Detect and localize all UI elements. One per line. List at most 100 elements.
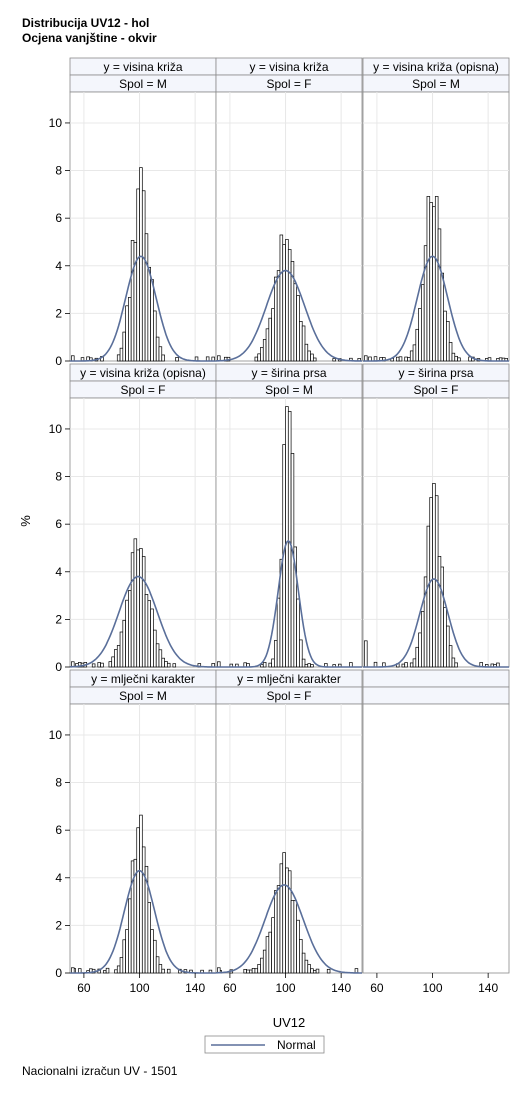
- x-tick-label: 60: [370, 981, 384, 995]
- histogram-bar: [454, 662, 458, 668]
- histogram-bar: [130, 240, 135, 362]
- histogram-bar: [144, 233, 149, 362]
- histogram-bar: [133, 538, 138, 668]
- histogram-bar: [144, 594, 149, 668]
- histogram-bar: [114, 649, 118, 668]
- panel-row-label: y = mlječni karakter: [237, 672, 341, 686]
- histogram-bar: [119, 631, 124, 668]
- histogram-bar: [421, 284, 425, 362]
- y-tick-label: 4: [55, 871, 62, 885]
- footnote: Nacionalni izračun UV - 1501: [22, 1064, 178, 1078]
- histogram-bar: [155, 956, 160, 974]
- panel-row-label: y = širina prsa: [251, 366, 326, 380]
- histogram-bar: [301, 325, 306, 362]
- histogram-bar: [301, 658, 306, 668]
- histogram-bar: [296, 295, 300, 362]
- histogram-bar: [279, 234, 284, 362]
- histogram-bar: [166, 662, 171, 668]
- histogram-bar: [122, 331, 126, 362]
- histogram-bar: [299, 939, 303, 974]
- histogram-bar: [116, 354, 121, 362]
- y-tick-label: 4: [55, 259, 62, 273]
- histogram-bar: [448, 645, 453, 668]
- histogram-bar: [285, 867, 289, 974]
- x-tick-label: 100: [276, 981, 296, 995]
- panel-frame: [362, 703, 510, 974]
- histogram-bar: [296, 598, 300, 668]
- panel-row-label: y = mlječni karakter: [91, 672, 195, 686]
- histogram-bar: [407, 357, 411, 362]
- histogram-bar: [287, 870, 292, 974]
- x-tick-label: 140: [478, 981, 498, 995]
- histogram-bar: [108, 661, 113, 668]
- panel-col-label: Spol = F: [266, 689, 311, 703]
- histogram-bar: [299, 321, 303, 362]
- panel-col-label: Spol = F: [120, 383, 165, 397]
- histogram-bar: [262, 949, 267, 974]
- histogram-bar: [451, 657, 456, 668]
- histogram-bar: [97, 662, 101, 668]
- y-tick-label: 0: [55, 354, 62, 368]
- histogram-bar: [161, 657, 165, 668]
- histogram-bar: [415, 646, 419, 668]
- histogram-bar: [301, 952, 306, 974]
- histogram-bar: [100, 662, 104, 668]
- histogram-bar: [136, 549, 140, 668]
- histogram-bar: [432, 206, 436, 362]
- y-tick-label: 2: [55, 306, 62, 320]
- histogram-bar: [141, 190, 146, 362]
- histogram-bar: [150, 279, 154, 362]
- histogram-bar: [409, 350, 414, 362]
- x-axis-label: UV12: [273, 1015, 306, 1030]
- y-tick-label: 4: [55, 565, 62, 579]
- legend-label: Normal: [277, 1038, 316, 1052]
- y-tick-label: 10: [49, 422, 63, 436]
- histogram-bar: [150, 608, 154, 668]
- histogram-bar: [249, 969, 253, 974]
- y-tick-label: 8: [55, 776, 62, 790]
- panel-col-label: Spol = M: [119, 689, 167, 703]
- histogram-bar: [285, 239, 289, 362]
- histogram-bar: [111, 656, 115, 668]
- histogram-bar: [147, 600, 151, 668]
- y-tick-label: 0: [55, 966, 62, 980]
- histogram-bar: [274, 640, 278, 668]
- histogram-bar: [307, 663, 311, 668]
- histogram-bar: [282, 244, 286, 362]
- histogram-bar: [254, 356, 259, 362]
- histogram-bar: [268, 662, 272, 668]
- histogram-bar: [287, 249, 292, 362]
- histogram-bar: [279, 863, 284, 974]
- histogram-bar: [128, 898, 132, 974]
- y-tick-label: 6: [55, 823, 62, 837]
- histogram-bar: [119, 347, 124, 362]
- histogram-bar: [260, 347, 264, 362]
- histogram-bar: [139, 548, 143, 668]
- panel-row-label: y = širina prsa: [398, 366, 473, 380]
- histogram-bar: [446, 625, 450, 668]
- normal-curve: [216, 884, 362, 974]
- panel-row-label: y = visina križa: [103, 60, 182, 74]
- y-tick-label: 8: [55, 470, 62, 484]
- histogram-bar: [432, 483, 436, 668]
- histogram-bar: [274, 276, 278, 362]
- histogram-bar: [260, 957, 264, 974]
- histogram-bar: [158, 346, 163, 362]
- panel-header-row-cell: [362, 669, 510, 688]
- histogram-bar: [285, 406, 289, 668]
- histogram-bar: [418, 308, 422, 362]
- histogram-bar: [290, 900, 295, 974]
- y-tick-label: 10: [49, 116, 63, 130]
- y-tick-label: 2: [55, 612, 62, 626]
- histogram-bar: [310, 664, 314, 668]
- histogram-bar: [153, 939, 157, 974]
- histogram-bar: [276, 270, 281, 362]
- histogram-bar: [443, 606, 447, 668]
- panel-row-label: y = visina križa (opisna): [80, 366, 206, 380]
- histogram-bar: [158, 649, 163, 668]
- histogram-bar: [155, 336, 160, 362]
- histogram-bar: [175, 357, 179, 362]
- histogram-bar: [440, 272, 444, 362]
- panel-col-label: Spol = F: [413, 383, 458, 397]
